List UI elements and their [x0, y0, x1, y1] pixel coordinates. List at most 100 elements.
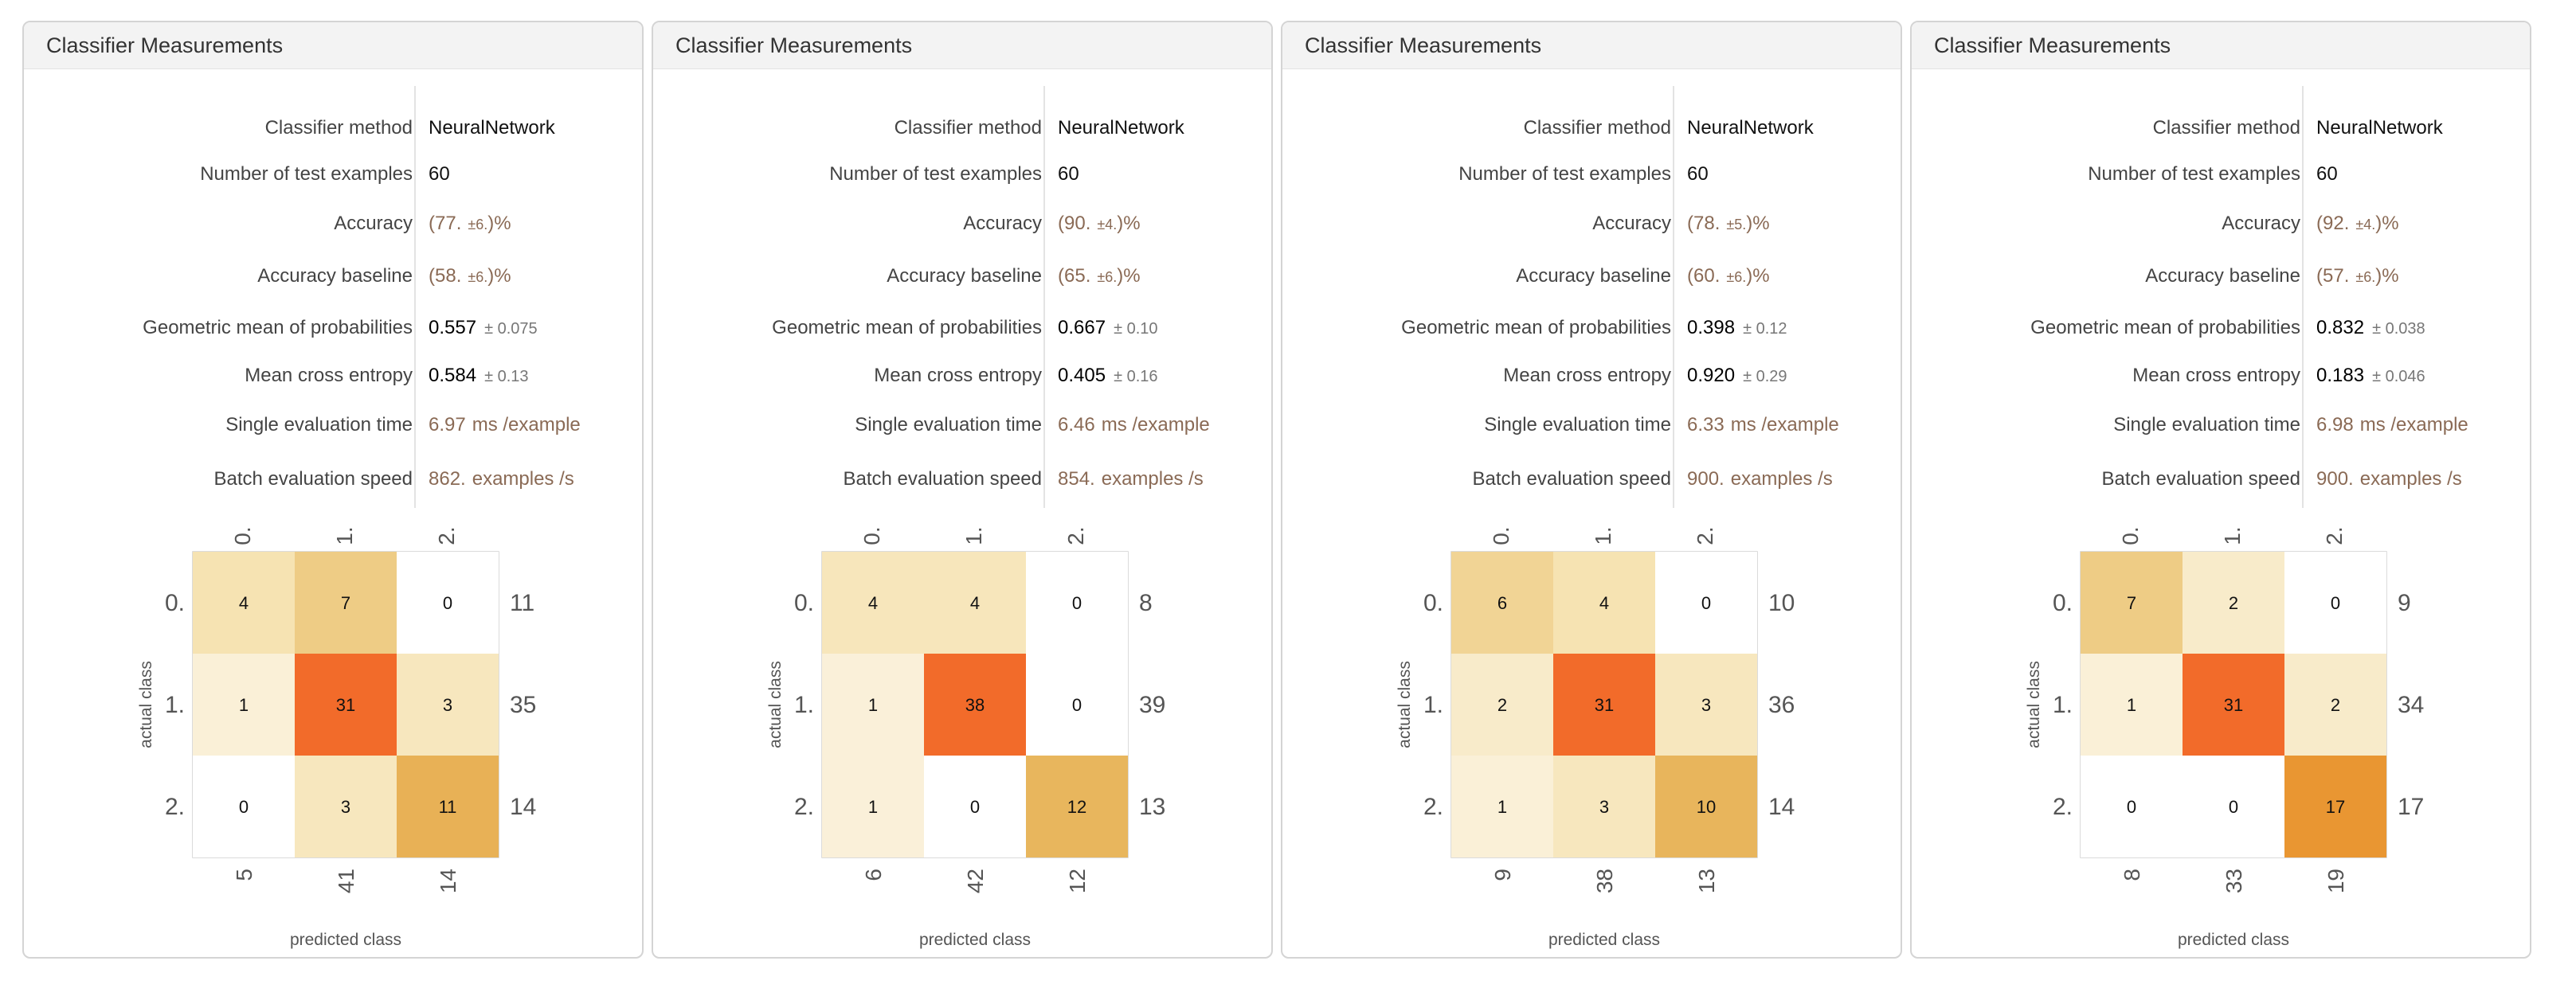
matrix-cell-value: 3	[1701, 695, 1711, 715]
predicted-class-tick: 1.	[332, 526, 357, 545]
cross-entropy-row: Mean cross entropy 0.920 ± 0.29	[1282, 360, 1901, 392]
matrix-cell	[2081, 552, 2183, 654]
matrix-cell	[397, 552, 499, 654]
classifier-method-row: Classifier method NeuralNetwork	[1282, 112, 1901, 144]
confusion-matrix: 7 2 0 1 31 2 0 0 17 0. 1. 2. 0. 1. 2. 9 34 17 8 33 19 actual …	[2025, 526, 2424, 949]
panel-title: Classifier Measurements	[24, 22, 642, 69]
matrix-cell	[1655, 756, 1757, 857]
matrix-cell-value: 1	[868, 797, 878, 817]
value-text: 60	[1687, 163, 1709, 185]
single-eval-time-row: Single evaluation time 6.97 ms /example	[24, 409, 642, 441]
measure-label: Classifier method	[894, 117, 1042, 139]
matrix-cell	[822, 654, 924, 756]
measure-label: Single evaluation time	[225, 414, 413, 436]
row-total: 35	[510, 692, 536, 718]
matrix-cell	[2284, 552, 2386, 654]
measure-label: Geometric mean of probabilities	[143, 317, 413, 338]
predicted-class-tick: 1.	[2220, 526, 2245, 545]
actual-class-axis-label: actual class	[137, 661, 155, 748]
measure-value: (78. ±5.)%	[1687, 208, 1770, 240]
value-error: ± 0.038	[2372, 320, 2425, 338]
value-unit: ms /example	[1730, 414, 1839, 436]
batch-eval-speed-row: Batch evaluation speed 900. examples /s	[1282, 463, 1901, 495]
matrix-cell-value: 31	[1595, 695, 1614, 715]
matrix-cell-value: 4	[970, 593, 980, 613]
value-error: ± 0.29	[1743, 368, 1787, 385]
row-total: 17	[2398, 794, 2424, 820]
column-total: 42	[963, 869, 988, 893]
matrix-cell	[1553, 654, 1655, 756]
matrix-cell	[2284, 654, 2386, 756]
column-total: 41	[334, 869, 358, 893]
value-number: 0.832	[2316, 317, 2365, 338]
matrix-cell-value: 0	[970, 797, 980, 817]
measure-value: 0.183 ± 0.046	[2316, 360, 2425, 392]
actual-class-tick: 1.	[1423, 692, 1443, 718]
value-close: )%	[2375, 213, 2399, 234]
matrix-cell	[924, 756, 1026, 857]
value-text: 60	[2316, 163, 2338, 185]
accuracy-baseline-row: Accuracy baseline (65. ±6.)%	[653, 260, 1271, 292]
predicted-class-axis-label: predicted class	[1548, 931, 1660, 949]
matrix-cell	[397, 654, 499, 756]
value-unit: ms /example	[472, 414, 581, 436]
confusion-matrix: 4 7 0 1 31 3 0 3 11 0. 1. 2. 0. 1. 2. 11 35 14 5 41 14 actual…	[137, 526, 536, 949]
batch-eval-speed-row: Batch evaluation speed 862. examples /s	[24, 463, 642, 495]
value-error: ±4.	[2355, 217, 2376, 232]
measure-label: Batch evaluation speed	[843, 468, 1042, 490]
matrix-cell-value: 7	[341, 593, 350, 613]
actual-class-tick: 1.	[794, 692, 814, 718]
actual-class-tick: 2.	[165, 794, 185, 820]
column-total: 13	[1694, 869, 1719, 893]
classifier-measurements-panel: Classifier Measurements Classifier method…	[1281, 21, 1902, 959]
matrix-cell	[2183, 552, 2284, 654]
matrix-cell	[295, 756, 397, 857]
matrix-cell-value: 0	[1072, 695, 1082, 715]
accuracy-row: Accuracy (90. ±4.)%	[653, 208, 1271, 240]
matrix-cell-value: 31	[2224, 695, 2243, 715]
measure-label: Accuracy	[334, 213, 413, 234]
measure-value: 0.584 ± 0.13	[429, 360, 529, 392]
measure-label: Classifier method	[264, 117, 413, 139]
table-divider	[1043, 86, 1045, 508]
value-number: 6.98	[2316, 414, 2354, 436]
single-eval-time-row: Single evaluation time 6.46 ms /example	[653, 409, 1271, 441]
measure-label: Accuracy baseline	[1516, 265, 1671, 287]
panel-title: Classifier Measurements	[1282, 22, 1901, 69]
matrix-cell	[822, 756, 924, 857]
value-number: 0.920	[1687, 365, 1736, 386]
matrix-cell-value: 11	[439, 797, 457, 817]
classifier-measurements-panel: Classifier Measurements Classifier method…	[22, 21, 644, 959]
matrix-cell-value: 1	[239, 695, 249, 715]
row-total: 8	[1139, 590, 1153, 616]
matrix-cell	[924, 552, 1026, 654]
matrix-cell	[1655, 552, 1757, 654]
measure-value: 60	[429, 158, 450, 190]
value-error: ±6.	[468, 269, 488, 285]
actual-class-tick: 1.	[2053, 692, 2073, 718]
value-number: 0.398	[1687, 317, 1736, 338]
geometric-mean-row: Geometric mean of probabilities 0.832 ± 0.…	[1912, 312, 2530, 344]
value-number: 900.	[1687, 468, 1725, 490]
row-total: 9	[2398, 590, 2411, 616]
value-error: ±6.	[1726, 269, 1747, 285]
value-number: 0.667	[1058, 317, 1106, 338]
predicted-class-tick: 0.	[2118, 526, 2143, 545]
classifier-method-row: Classifier method NeuralNetwork	[1912, 112, 2530, 144]
measure-label: Accuracy	[963, 213, 1042, 234]
measure-value: (92. ±4.)%	[2316, 208, 2399, 240]
row-total: 39	[1139, 692, 1165, 718]
measure-value: (77. ±6.)%	[429, 208, 511, 240]
matrix-cell-value: 38	[965, 695, 985, 715]
matrix-cell-value: 2	[2229, 593, 2238, 613]
confusion-matrix: 4 4 0 1 38 0 1 0 12 0. 1. 2. 0. 1. 2. 8 39 13 6 42 12 actual …	[766, 526, 1165, 949]
matrix-cell-value: 4	[239, 593, 249, 613]
actual-class-tick: 0.	[794, 590, 814, 616]
measure-label: Accuracy	[1592, 213, 1671, 234]
predicted-class-tick: 1.	[1591, 526, 1615, 545]
measure-value: 900. examples /s	[1687, 463, 1833, 495]
measure-value: (60. ±6.)%	[1687, 260, 1770, 292]
measure-value: (58. ±6.)%	[429, 260, 511, 292]
value-number: 0.405	[1058, 365, 1106, 386]
value-close: )%	[487, 213, 511, 234]
